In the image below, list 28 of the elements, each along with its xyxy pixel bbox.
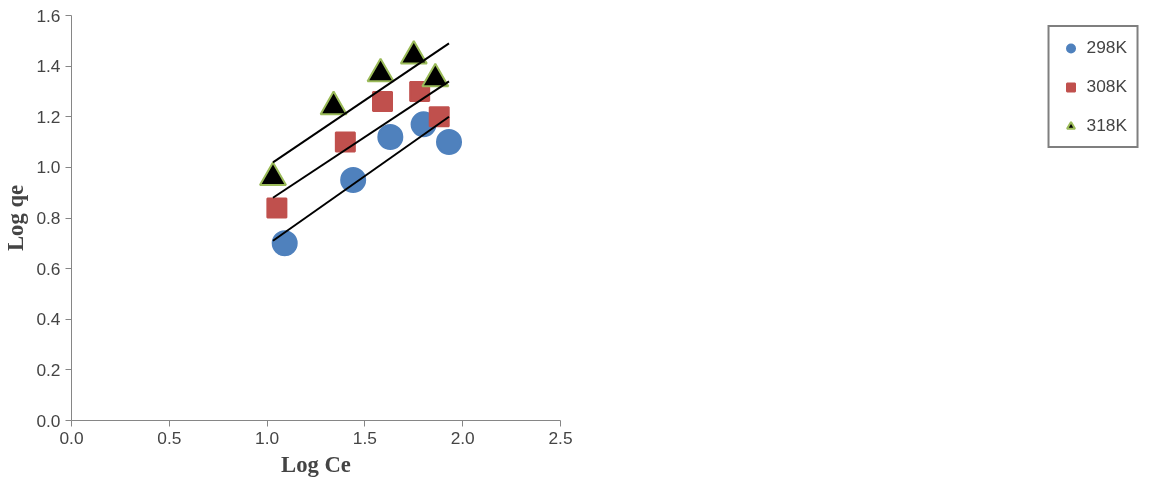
- point: [340, 167, 367, 194]
- y-tick-label: 1.0: [36, 157, 61, 178]
- legend-label: 308K: [1086, 76, 1127, 97]
- x-axis-title: Log Ce: [281, 451, 351, 477]
- y-tick-label: 0.2: [36, 359, 61, 380]
- y-tick-label: 0.8: [36, 208, 61, 228]
- y-tick-label: 1.6: [36, 5, 61, 26]
- x-tick-label: 0.5: [157, 427, 182, 448]
- x-tick-label: 0.0: [59, 427, 84, 448]
- point: [377, 124, 404, 150]
- y-tick-label: 1.2: [36, 106, 61, 127]
- point: [334, 131, 356, 153]
- x-tick-label: 2.5: [548, 427, 573, 448]
- point: [436, 129, 463, 156]
- y-axis-title: Log qe: [3, 184, 29, 252]
- point: [266, 197, 288, 219]
- x-tick-label: 1.0: [255, 427, 280, 448]
- point: [428, 106, 450, 128]
- y-tick-label: 0.0: [36, 410, 61, 431]
- point: [372, 91, 393, 113]
- legend-label: 298K: [1086, 37, 1127, 58]
- y-tick-label: 0.4: [36, 309, 61, 330]
- y-tick-label: 0.6: [36, 258, 61, 279]
- x-tick-label: 2.0: [450, 427, 475, 448]
- x-tick-label: 1.5: [352, 427, 377, 448]
- y-tick-label: 1.4: [36, 56, 61, 77]
- legend-label: 318K: [1086, 115, 1127, 136]
- point: [271, 230, 298, 257]
